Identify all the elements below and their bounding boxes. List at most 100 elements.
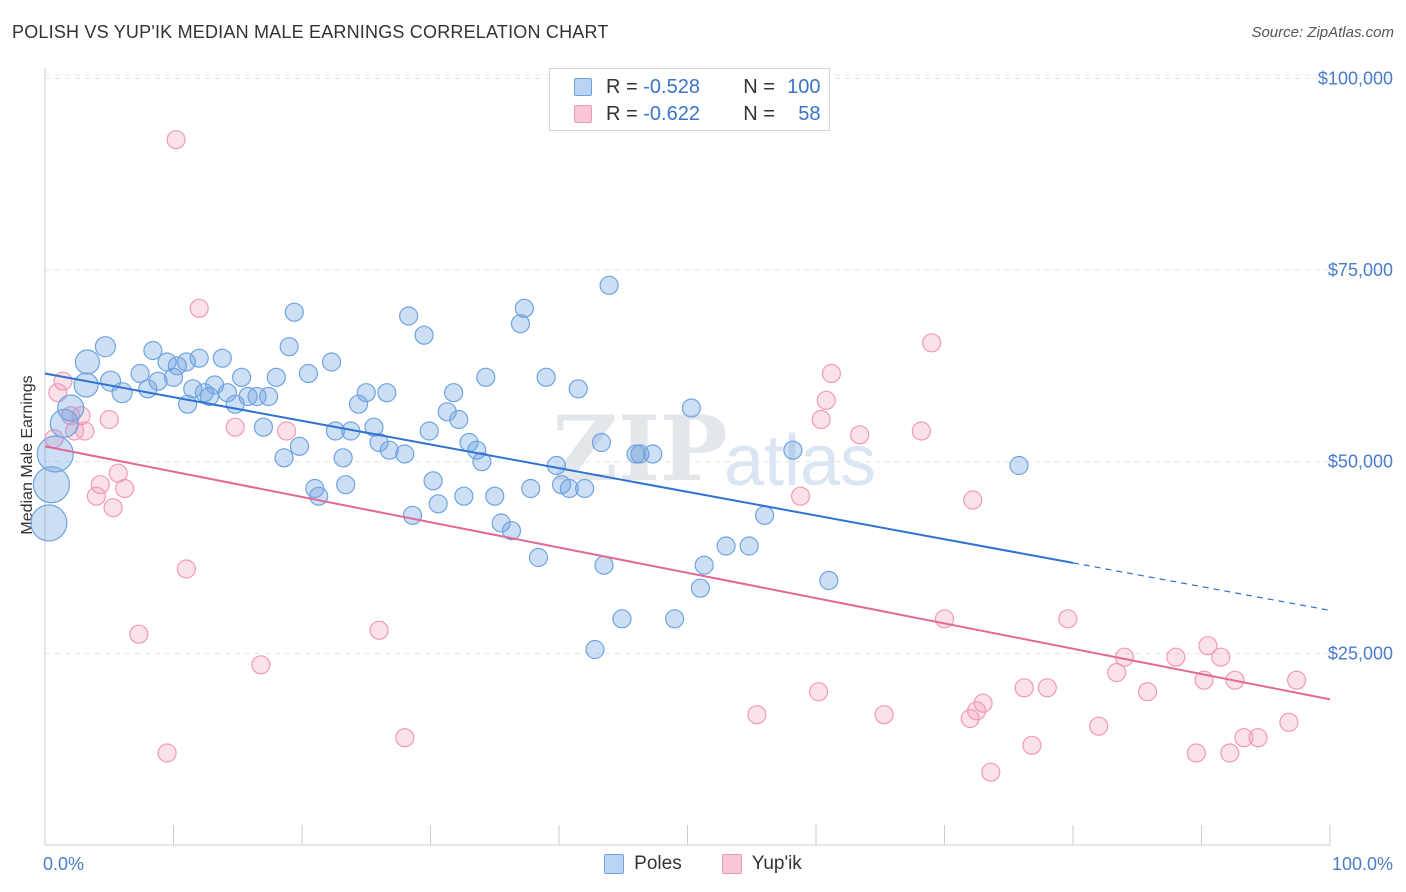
poles-point bbox=[247, 386, 267, 407]
poles-point bbox=[377, 383, 397, 403]
poles-point bbox=[690, 578, 710, 598]
yupik-point bbox=[811, 409, 831, 430]
poles-point bbox=[284, 302, 304, 322]
y-tick-label: $25,000 bbox=[1328, 643, 1393, 663]
y-tick-label: $100,000 bbox=[1318, 68, 1393, 88]
poles-point bbox=[599, 275, 619, 295]
poles-point bbox=[212, 348, 232, 368]
poles-point bbox=[681, 398, 701, 418]
poles-point bbox=[49, 408, 79, 438]
yupik-point bbox=[790, 486, 811, 506]
yupik-point bbox=[1286, 670, 1307, 690]
legend-n-label: N = bbox=[743, 75, 775, 98]
series-legend: Poles Yup'ik bbox=[0, 850, 1406, 878]
poles-point bbox=[419, 421, 439, 441]
poles-point bbox=[183, 379, 203, 399]
yupik-point bbox=[48, 383, 68, 403]
yupik-point bbox=[1234, 728, 1254, 748]
poles-point bbox=[444, 383, 464, 403]
poles-point bbox=[321, 352, 342, 372]
yupik-point bbox=[1058, 609, 1078, 629]
yupik-point bbox=[816, 390, 836, 410]
poles-point bbox=[594, 555, 614, 575]
legend-r-label: R = bbox=[606, 75, 638, 98]
poles-point bbox=[348, 394, 369, 414]
legend-r-value-yupik: -0.622 bbox=[643, 102, 700, 125]
yupik-point bbox=[981, 762, 1001, 782]
poles-legend-swatch bbox=[604, 854, 625, 874]
poles-point bbox=[189, 348, 209, 368]
poles-point bbox=[94, 336, 116, 358]
poles-point bbox=[32, 466, 71, 504]
poles-point bbox=[521, 478, 541, 499]
legend-r-value-poles: -0.528 bbox=[643, 75, 700, 98]
poles-point bbox=[585, 639, 605, 660]
poles-point bbox=[754, 505, 775, 525]
yupik-point bbox=[1211, 647, 1231, 667]
yupik-point bbox=[103, 498, 123, 518]
poles-point bbox=[364, 417, 384, 437]
poles-point bbox=[414, 325, 434, 345]
yupik-point bbox=[369, 620, 389, 640]
poles-point bbox=[819, 570, 839, 591]
yupik-point bbox=[1037, 678, 1057, 698]
yupik-point bbox=[1186, 743, 1206, 763]
yupik-point bbox=[973, 693, 993, 713]
poles-point bbox=[428, 494, 448, 514]
yupik-legend-swatch bbox=[721, 854, 742, 874]
poles-point bbox=[423, 471, 443, 491]
poles-point bbox=[514, 298, 534, 318]
yupik-point bbox=[1014, 678, 1034, 698]
poles-trend-line bbox=[44, 372, 1074, 564]
x-tick-label: 100.0% bbox=[1332, 854, 1393, 874]
poles-point bbox=[274, 448, 294, 468]
poles-point bbox=[74, 349, 101, 375]
poles-point bbox=[279, 337, 299, 357]
poles-point bbox=[716, 536, 736, 556]
yupik-point bbox=[1166, 647, 1186, 667]
poles-point bbox=[694, 555, 714, 575]
yupik-point bbox=[90, 475, 110, 495]
legend-n-label: N = bbox=[743, 102, 775, 125]
source-credit: Source: ZipAtlas.com bbox=[1251, 24, 1394, 41]
yupik-swatch bbox=[574, 105, 592, 123]
poles-point bbox=[217, 383, 238, 403]
yupik-trend-line bbox=[44, 445, 1331, 701]
y-tick-label: $50,000 bbox=[1328, 452, 1393, 472]
poles-point bbox=[258, 386, 279, 407]
yupik-point bbox=[963, 490, 983, 510]
legend-row-poles: R = -0.528 N = 100 bbox=[574, 74, 821, 100]
yupik-point bbox=[1137, 682, 1158, 702]
yupik-point bbox=[1220, 743, 1240, 763]
poles-point bbox=[143, 340, 163, 361]
yupik-point bbox=[874, 705, 894, 725]
poles-point bbox=[30, 504, 68, 542]
poles-point bbox=[402, 505, 423, 525]
poles-point bbox=[501, 521, 522, 541]
poles-point bbox=[510, 314, 531, 334]
poles-point bbox=[449, 409, 469, 430]
y-tick-label: $75,000 bbox=[1328, 260, 1393, 280]
poles-legend-label: Poles bbox=[634, 853, 682, 874]
legend-r-label: R = bbox=[606, 102, 638, 125]
yupik-point bbox=[1248, 728, 1268, 748]
yupik-point bbox=[808, 682, 829, 702]
yupik-point bbox=[189, 298, 209, 318]
poles-point bbox=[57, 394, 85, 422]
poles-point bbox=[199, 386, 220, 407]
poles-point bbox=[395, 444, 415, 464]
poles-point bbox=[528, 547, 549, 568]
yupik-point bbox=[176, 559, 196, 579]
poles-point bbox=[266, 367, 286, 387]
poles-point bbox=[568, 379, 588, 399]
yupik-point bbox=[747, 705, 767, 725]
poles-point bbox=[253, 417, 274, 437]
legend-item-poles[interactable]: Poles bbox=[604, 853, 682, 875]
yupik-point bbox=[1022, 735, 1042, 755]
yupik-point bbox=[922, 333, 942, 353]
yupik-legend-label: Yup'ik bbox=[751, 853, 802, 874]
legend-item-yupik[interactable]: Yup'ik bbox=[721, 853, 802, 875]
poles-point bbox=[176, 352, 196, 372]
poles-point bbox=[643, 444, 663, 464]
yupik-point bbox=[960, 708, 980, 729]
